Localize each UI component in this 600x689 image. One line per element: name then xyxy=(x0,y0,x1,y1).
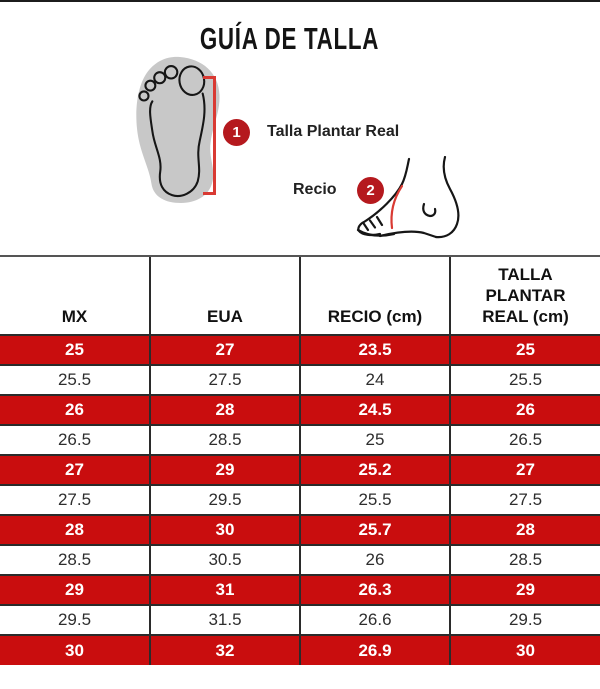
table-cell-eua: 27.5 xyxy=(149,364,300,395)
table-cell-mx: 28 xyxy=(0,514,150,545)
table-cell-recio: 23.5 xyxy=(299,334,450,365)
measure-bracket xyxy=(203,76,216,195)
table-cell-recio: 26 xyxy=(299,544,450,575)
ankle-icon xyxy=(356,156,460,239)
top-divider xyxy=(0,0,600,2)
table-row: 28 30 25.7 28 xyxy=(0,514,600,545)
table-cell-eua: 30.5 xyxy=(149,544,300,575)
table-cell-eua: 27 xyxy=(149,334,300,365)
table-cell-talla: 25.5 xyxy=(449,364,600,395)
table-cell-mx: 25.5 xyxy=(0,364,150,395)
recio-label: Recio xyxy=(293,181,337,198)
header-row: MX EUA RECIO (cm) TALLA PLANTAR REAL (cm… xyxy=(0,255,600,335)
table-cell-mx: 25 xyxy=(0,334,150,365)
table-row: 30 32 26.9 30 xyxy=(0,634,600,665)
table-cell-mx: 26.5 xyxy=(0,424,150,455)
table-row: 28.5 30.5 26 28.5 xyxy=(0,544,600,575)
page-title: GUÍA DE TALLA xyxy=(199,21,379,56)
table-cell-eua: 31 xyxy=(149,574,300,605)
table-row: 26 28 24.5 26 xyxy=(0,394,600,425)
col-header-mx: MX xyxy=(0,255,150,335)
badge-1: 1 xyxy=(223,119,250,146)
table-cell-talla: 29 xyxy=(449,574,600,605)
table-cell-talla: 28.5 xyxy=(449,544,600,575)
table-cell-mx: 28.5 xyxy=(0,544,150,575)
table-cell-recio: 24.5 xyxy=(299,394,450,425)
table-cell-mx: 29 xyxy=(0,574,150,605)
table-cell-eua: 29 xyxy=(149,454,300,485)
table-cell-talla: 26.5 xyxy=(449,424,600,455)
table-cell-recio: 25.2 xyxy=(299,454,450,485)
table-row: 29 31 26.3 29 xyxy=(0,574,600,605)
table-cell-recio: 26.9 xyxy=(299,634,450,665)
footprint-icon xyxy=(136,56,220,204)
size-table-body: 25 27 23.5 25 25.5 27.5 24 25.5 26 28 24.5 26 26.5 28… xyxy=(0,334,600,665)
table-cell-mx: 30 xyxy=(0,634,150,665)
badge-2: 2 xyxy=(357,177,384,204)
table-cell-eua: 28 xyxy=(149,394,300,425)
table-cell-talla: 30 xyxy=(449,634,600,665)
table-cell-recio: 24 xyxy=(299,364,450,395)
table-cell-talla: 27 xyxy=(449,454,600,485)
table-cell-talla: 27.5 xyxy=(449,484,600,515)
table-cell-recio: 26.3 xyxy=(299,574,450,605)
table-cell-talla: 28 xyxy=(449,514,600,545)
table-cell-eua: 30 xyxy=(149,514,300,545)
table-row: 26.5 28.5 25 26.5 xyxy=(0,424,600,455)
table-cell-recio: 25.5 xyxy=(299,484,450,515)
table-cell-eua: 31.5 xyxy=(149,604,300,635)
table-cell-mx: 27.5 xyxy=(0,484,150,515)
table-cell-talla: 26 xyxy=(449,394,600,425)
table-cell-recio: 25 xyxy=(299,424,450,455)
size-table-header: MX EUA RECIO (cm) TALLA PLANTAR REAL (cm… xyxy=(0,255,600,335)
diagram-section: GUÍA DE TALLA 1 Talla Plantar Real Recio… xyxy=(0,0,600,255)
col-header-eua: EUA xyxy=(149,255,300,335)
table-cell-talla: 29.5 xyxy=(449,604,600,635)
talla-plantar-real-label: Talla Plantar Real xyxy=(267,123,400,140)
table-cell-mx: 29.5 xyxy=(0,604,150,635)
table-cell-eua: 28.5 xyxy=(149,424,300,455)
table-row: 29.5 31.5 26.6 29.5 xyxy=(0,604,600,635)
table-cell-talla: 25 xyxy=(449,334,600,365)
col-header-talla-plantar-real: TALLA PLANTAR REAL (cm) xyxy=(449,255,600,335)
col-header-recio: RECIO (cm) xyxy=(299,255,450,335)
table-cell-recio: 25.7 xyxy=(299,514,450,545)
table-row: 27 29 25.2 27 xyxy=(0,454,600,485)
table-cell-eua: 29.5 xyxy=(149,484,300,515)
table-cell-recio: 26.6 xyxy=(299,604,450,635)
table-cell-mx: 26 xyxy=(0,394,150,425)
size-table: MX EUA RECIO (cm) TALLA PLANTAR REAL (cm… xyxy=(0,255,600,665)
table-row: 25.5 27.5 24 25.5 xyxy=(0,364,600,395)
table-row: 27.5 29.5 25.5 27.5 xyxy=(0,484,600,515)
table-cell-mx: 27 xyxy=(0,454,150,485)
table-cell-eua: 32 xyxy=(149,634,300,665)
table-row: 25 27 23.5 25 xyxy=(0,334,600,365)
